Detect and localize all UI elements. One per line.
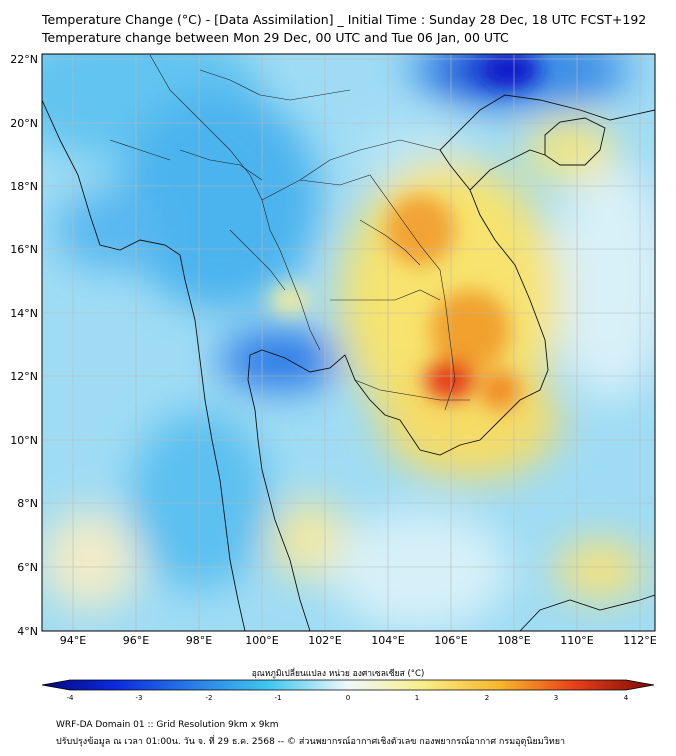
lat-label: 8°N <box>17 497 38 510</box>
lon-label: 100°E <box>245 634 278 647</box>
colorbar-title: อุณหภูมิเปลี่ยนแปลง หน่วย องศาเซลเซียส (… <box>251 669 425 679</box>
colorbar-tick: -3 <box>136 694 143 702</box>
lon-label: 108°E <box>497 634 530 647</box>
lat-label: 4°N <box>17 625 38 638</box>
lon-label: 110°E <box>560 634 593 647</box>
longitude-labels: 94°E 96°E 98°E 100°E 102°E 104°E 106°E 1… <box>60 634 657 647</box>
colorbar-tick: 2 <box>485 694 489 702</box>
footer-model-info: WRF-DA Domain 01 :: Grid Resolution 9km … <box>56 720 279 730</box>
footer-credit: ปรับปรุงข้อมูล ณ เวลา 01:00น. วัน จ. ที่… <box>56 737 566 747</box>
colorbar-tick: -2 <box>206 694 213 702</box>
map-title-line1: Temperature Change (°C) - [Data Assimila… <box>42 12 647 27</box>
country-borders <box>109 54 470 411</box>
coastlines <box>42 94 655 631</box>
temperature-field <box>42 54 655 631</box>
lon-label: 94°E <box>60 634 86 647</box>
lat-label: 12°N <box>10 370 38 383</box>
colorbar-tick: 0 <box>346 694 350 702</box>
colorbar-tick: -1 <box>275 694 282 702</box>
colorbar-tick: 3 <box>554 694 558 702</box>
colorbar-tick: 1 <box>415 694 419 702</box>
lat-label: 20°N <box>10 117 38 130</box>
map-title-line2: Temperature change between Mon 29 Dec, 0… <box>42 30 509 45</box>
lat-label: 10°N <box>10 434 38 447</box>
colorbar-tick: -4 <box>67 694 75 702</box>
graticule <box>42 54 655 631</box>
colorbar-tick: 4 <box>624 694 629 702</box>
lat-label: 14°N <box>10 307 38 320</box>
map-frame <box>41 53 656 632</box>
colorbar-strip <box>41 679 655 691</box>
lon-label: 106°E <box>434 634 467 647</box>
colorbar: -4 -3 -2 -1 0 1 2 3 4 <box>41 679 655 702</box>
lat-label: 6°N <box>17 561 38 574</box>
lon-label: 104°E <box>371 634 404 647</box>
lat-label: 22°N <box>10 53 38 66</box>
lat-label: 16°N <box>10 243 38 256</box>
lon-label: 98°E <box>186 634 212 647</box>
lat-label: 18°N <box>10 180 38 193</box>
lon-label: 112°E <box>623 634 656 647</box>
lon-label: 102°E <box>308 634 341 647</box>
latitude-labels: 22°N 20°N 18°N 16°N 14°N 12°N 10°N 8°N 6… <box>10 53 38 638</box>
lon-label: 96°E <box>123 634 149 647</box>
colorbar-ticks: -4 -3 -2 -1 0 1 2 3 4 <box>67 694 629 702</box>
